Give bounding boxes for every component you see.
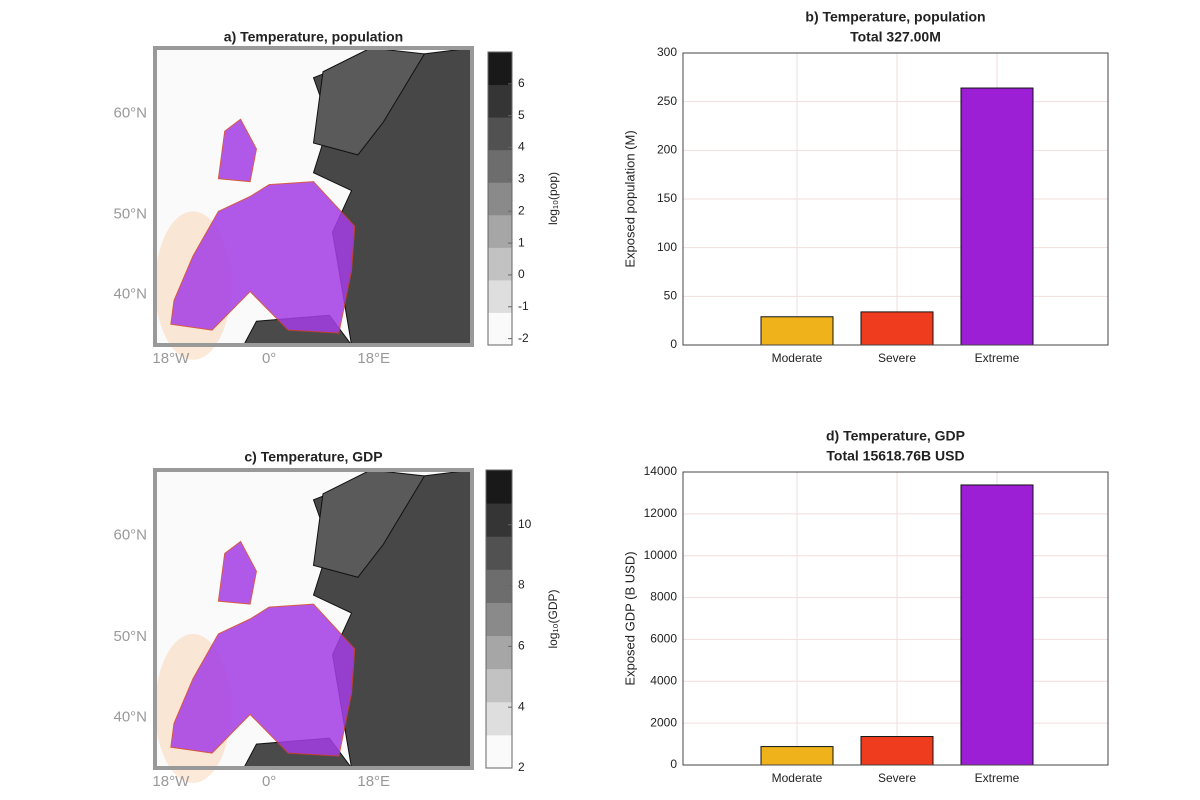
x-tick-label: Extreme xyxy=(975,351,1020,365)
lat-label: 50°N xyxy=(113,205,147,222)
lat-label: 60°N xyxy=(113,104,147,121)
exposed-isles xyxy=(217,540,257,605)
colorbar-tick-label: 10 xyxy=(518,517,532,531)
lat-label: 50°N xyxy=(113,628,147,645)
map-title: c) Temperature, GDP xyxy=(244,449,382,465)
y-tick-label: 4000 xyxy=(650,673,677,687)
chart-title: d) Temperature, GDP xyxy=(826,428,965,444)
y-tick-label: 8000 xyxy=(650,590,677,604)
exposed-region xyxy=(170,603,356,757)
colorbar-label: log₁₀(GDP) xyxy=(546,589,560,648)
lat-label: 40°N xyxy=(113,708,147,725)
y-tick-label: 12000 xyxy=(644,506,678,520)
bar xyxy=(760,316,834,346)
chart-subtitle: Total 15618.76B USD xyxy=(826,448,964,464)
colorbar-tick-label: 6 xyxy=(518,76,525,90)
colorbar-band xyxy=(488,312,512,346)
y-tick-label: 14000 xyxy=(644,464,678,478)
lon-label: 0° xyxy=(262,350,276,367)
map-title: a) Temperature, population xyxy=(224,29,403,45)
colorbar-band xyxy=(488,149,512,183)
y-tick-label: 0 xyxy=(670,337,677,351)
colorbar-band xyxy=(486,635,512,670)
land-north xyxy=(312,469,426,578)
colorbar-tick-label: -2 xyxy=(518,331,529,345)
bar xyxy=(760,746,834,766)
x-tick-label: Extreme xyxy=(975,771,1020,785)
x-tick-label: Moderate xyxy=(772,351,823,365)
colorbar-tick-label: 4 xyxy=(518,699,525,713)
colorbar-tick-label: 6 xyxy=(518,639,525,653)
plot-area xyxy=(683,472,1108,765)
y-tick-label: 300 xyxy=(657,45,677,59)
y-tick-label: 10000 xyxy=(644,548,678,562)
chart-subtitle: Total 327.00M xyxy=(850,29,941,45)
colorbar-tick-label: 2 xyxy=(518,760,525,774)
axes-frame xyxy=(682,52,1109,346)
colorbar-band xyxy=(486,668,512,703)
exposed-region xyxy=(170,181,356,334)
colorbar-band xyxy=(488,182,512,216)
y-tick-label: 6000 xyxy=(650,632,677,646)
x-tick-label: Severe xyxy=(878,771,916,785)
map-frame xyxy=(153,46,474,347)
colorbar-band xyxy=(486,569,512,603)
y-tick-label: 200 xyxy=(657,143,677,157)
lon-label: 18°W xyxy=(152,773,190,790)
x-tick-label: Severe xyxy=(878,351,916,365)
colorbar-tick-label: 1 xyxy=(518,235,525,249)
colorbar-band xyxy=(486,470,512,504)
x-tick-label: Moderate xyxy=(772,771,823,785)
bar xyxy=(960,484,1034,766)
colorbar-band xyxy=(486,701,512,736)
colorbar-band xyxy=(488,117,512,151)
lon-label: 0° xyxy=(262,773,276,790)
colorbar-band xyxy=(486,536,512,570)
land-north xyxy=(312,47,426,156)
exposed-isles xyxy=(217,118,257,183)
colorbar-frame xyxy=(485,469,513,769)
colorbar-band xyxy=(488,279,512,313)
bar xyxy=(860,311,934,346)
y-tick-label: 0 xyxy=(670,757,677,771)
y-tick-label: 150 xyxy=(657,191,677,205)
colorbar-tick-label: 2 xyxy=(518,203,525,217)
y-axis-label: Exposed GDP (B USD) xyxy=(622,551,637,685)
colorbar-frame xyxy=(487,51,513,346)
colorbar-band xyxy=(488,84,512,118)
colorbar-band xyxy=(486,503,512,537)
y-tick-label: 100 xyxy=(657,240,677,254)
bar xyxy=(860,736,934,766)
y-tick-label: 50 xyxy=(664,289,678,303)
y-tick-label: 250 xyxy=(657,94,677,108)
lon-label: 18°E xyxy=(357,773,390,790)
y-axis-label: Exposed population (M) xyxy=(622,130,637,267)
colorbar-band xyxy=(488,52,512,86)
colorbar-tick-label: 0 xyxy=(518,267,525,281)
colorbar-tick-label: 5 xyxy=(518,108,525,122)
y-tick-label: 2000 xyxy=(650,715,677,729)
lat-label: 60°N xyxy=(113,527,147,544)
lon-label: 18°E xyxy=(357,350,390,367)
colorbar-tick-label: 3 xyxy=(518,172,525,186)
lon-label: 18°W xyxy=(152,350,190,367)
lat-label: 40°N xyxy=(113,285,147,302)
axes-frame xyxy=(682,471,1109,766)
colorbar-band xyxy=(486,734,512,769)
colorbar-tick-label: 8 xyxy=(518,578,525,592)
colorbar-tick-label: 4 xyxy=(518,140,525,154)
colorbar-band xyxy=(488,214,512,248)
chart-title: b) Temperature, population xyxy=(805,9,985,25)
map-frame xyxy=(153,468,474,770)
bar xyxy=(960,87,1034,346)
colorbar-band xyxy=(486,602,512,637)
colorbar-label: log₁₀(pop) xyxy=(546,172,560,225)
colorbar-tick-label: -1 xyxy=(518,299,529,313)
